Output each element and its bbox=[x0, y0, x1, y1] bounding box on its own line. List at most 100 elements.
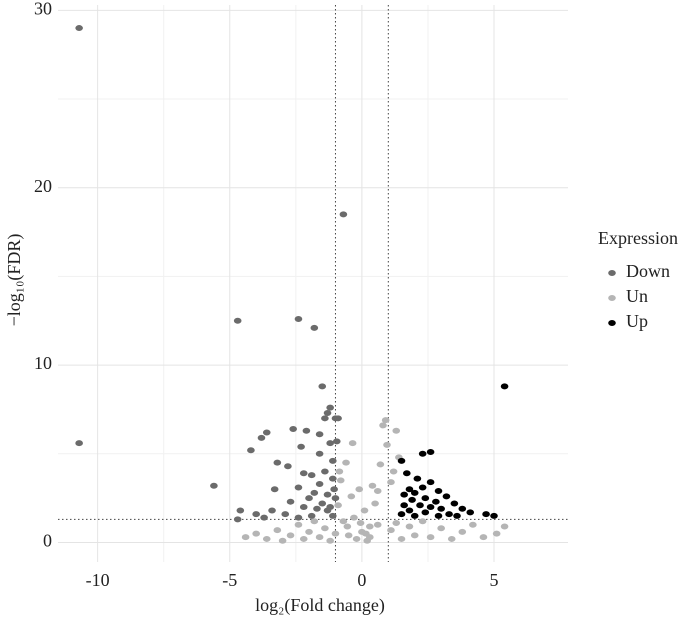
point bbox=[479, 534, 488, 541]
point bbox=[342, 459, 350, 466]
point bbox=[434, 488, 443, 495]
point bbox=[347, 493, 356, 500]
point bbox=[458, 528, 467, 535]
point bbox=[334, 415, 342, 422]
point bbox=[466, 509, 475, 516]
point bbox=[400, 502, 408, 509]
point bbox=[350, 514, 358, 521]
point bbox=[416, 502, 424, 509]
point bbox=[397, 457, 406, 464]
point bbox=[318, 383, 327, 390]
point bbox=[233, 317, 242, 324]
point bbox=[405, 486, 414, 493]
point bbox=[315, 450, 324, 457]
point bbox=[329, 475, 337, 482]
point bbox=[403, 470, 411, 477]
point bbox=[376, 461, 385, 468]
y-tick-label: 30 bbox=[34, 0, 52, 18]
point bbox=[329, 457, 337, 464]
legend-label: Down bbox=[626, 261, 670, 281]
point bbox=[323, 409, 332, 416]
point bbox=[307, 472, 316, 479]
point bbox=[321, 525, 329, 532]
point bbox=[321, 415, 329, 422]
point bbox=[418, 484, 427, 491]
point bbox=[299, 535, 308, 542]
plot-area bbox=[58, 5, 568, 562]
point bbox=[252, 511, 260, 518]
legend-label: Up bbox=[626, 311, 648, 331]
point bbox=[426, 504, 435, 511]
point bbox=[299, 470, 308, 477]
point bbox=[397, 511, 406, 518]
point bbox=[405, 507, 414, 514]
point bbox=[252, 530, 260, 537]
point bbox=[348, 440, 357, 447]
point bbox=[410, 532, 419, 539]
point bbox=[257, 434, 266, 441]
point bbox=[400, 491, 408, 498]
point bbox=[241, 534, 250, 541]
point bbox=[297, 443, 305, 450]
x-tick-label: -5 bbox=[222, 570, 237, 590]
point bbox=[310, 518, 319, 525]
point bbox=[387, 479, 395, 486]
point bbox=[437, 525, 445, 532]
point bbox=[329, 512, 337, 519]
point bbox=[262, 535, 271, 542]
point bbox=[450, 500, 459, 507]
point bbox=[331, 530, 340, 537]
point bbox=[373, 521, 382, 528]
point bbox=[469, 521, 477, 528]
point bbox=[500, 383, 509, 390]
point bbox=[289, 425, 297, 432]
legend-marker bbox=[608, 320, 616, 326]
point bbox=[408, 496, 416, 503]
point bbox=[434, 512, 443, 519]
point bbox=[397, 535, 406, 542]
point bbox=[313, 505, 321, 512]
point bbox=[339, 518, 348, 525]
point bbox=[305, 495, 313, 502]
point bbox=[426, 534, 435, 541]
point bbox=[421, 495, 430, 502]
point bbox=[482, 511, 490, 518]
point bbox=[447, 535, 456, 542]
point bbox=[405, 523, 414, 530]
point bbox=[323, 491, 332, 498]
point bbox=[294, 315, 303, 322]
point bbox=[284, 463, 292, 470]
point bbox=[344, 532, 353, 539]
point bbox=[389, 468, 398, 475]
point bbox=[310, 324, 319, 331]
point bbox=[278, 537, 287, 544]
point bbox=[318, 500, 327, 507]
point bbox=[413, 475, 422, 482]
point bbox=[307, 512, 316, 519]
y-tick-label: 0 bbox=[43, 531, 52, 551]
point bbox=[315, 534, 324, 541]
point bbox=[294, 514, 303, 521]
point bbox=[410, 512, 419, 519]
point bbox=[330, 486, 338, 493]
legend-marker bbox=[608, 295, 616, 301]
x-axis-label: log₂(Fold change) bbox=[255, 595, 385, 616]
point bbox=[336, 477, 345, 484]
point bbox=[490, 512, 498, 519]
point bbox=[360, 507, 369, 514]
point bbox=[379, 422, 387, 429]
point bbox=[418, 450, 427, 457]
point bbox=[75, 25, 83, 32]
point bbox=[299, 504, 308, 511]
legend-label: Un bbox=[626, 286, 648, 306]
point bbox=[356, 519, 365, 526]
point bbox=[236, 507, 245, 514]
point bbox=[321, 468, 329, 475]
point bbox=[262, 429, 271, 436]
point bbox=[281, 511, 290, 518]
point bbox=[421, 509, 430, 516]
point bbox=[305, 528, 313, 535]
x-tick-label: -10 bbox=[86, 570, 110, 590]
point bbox=[315, 431, 324, 438]
